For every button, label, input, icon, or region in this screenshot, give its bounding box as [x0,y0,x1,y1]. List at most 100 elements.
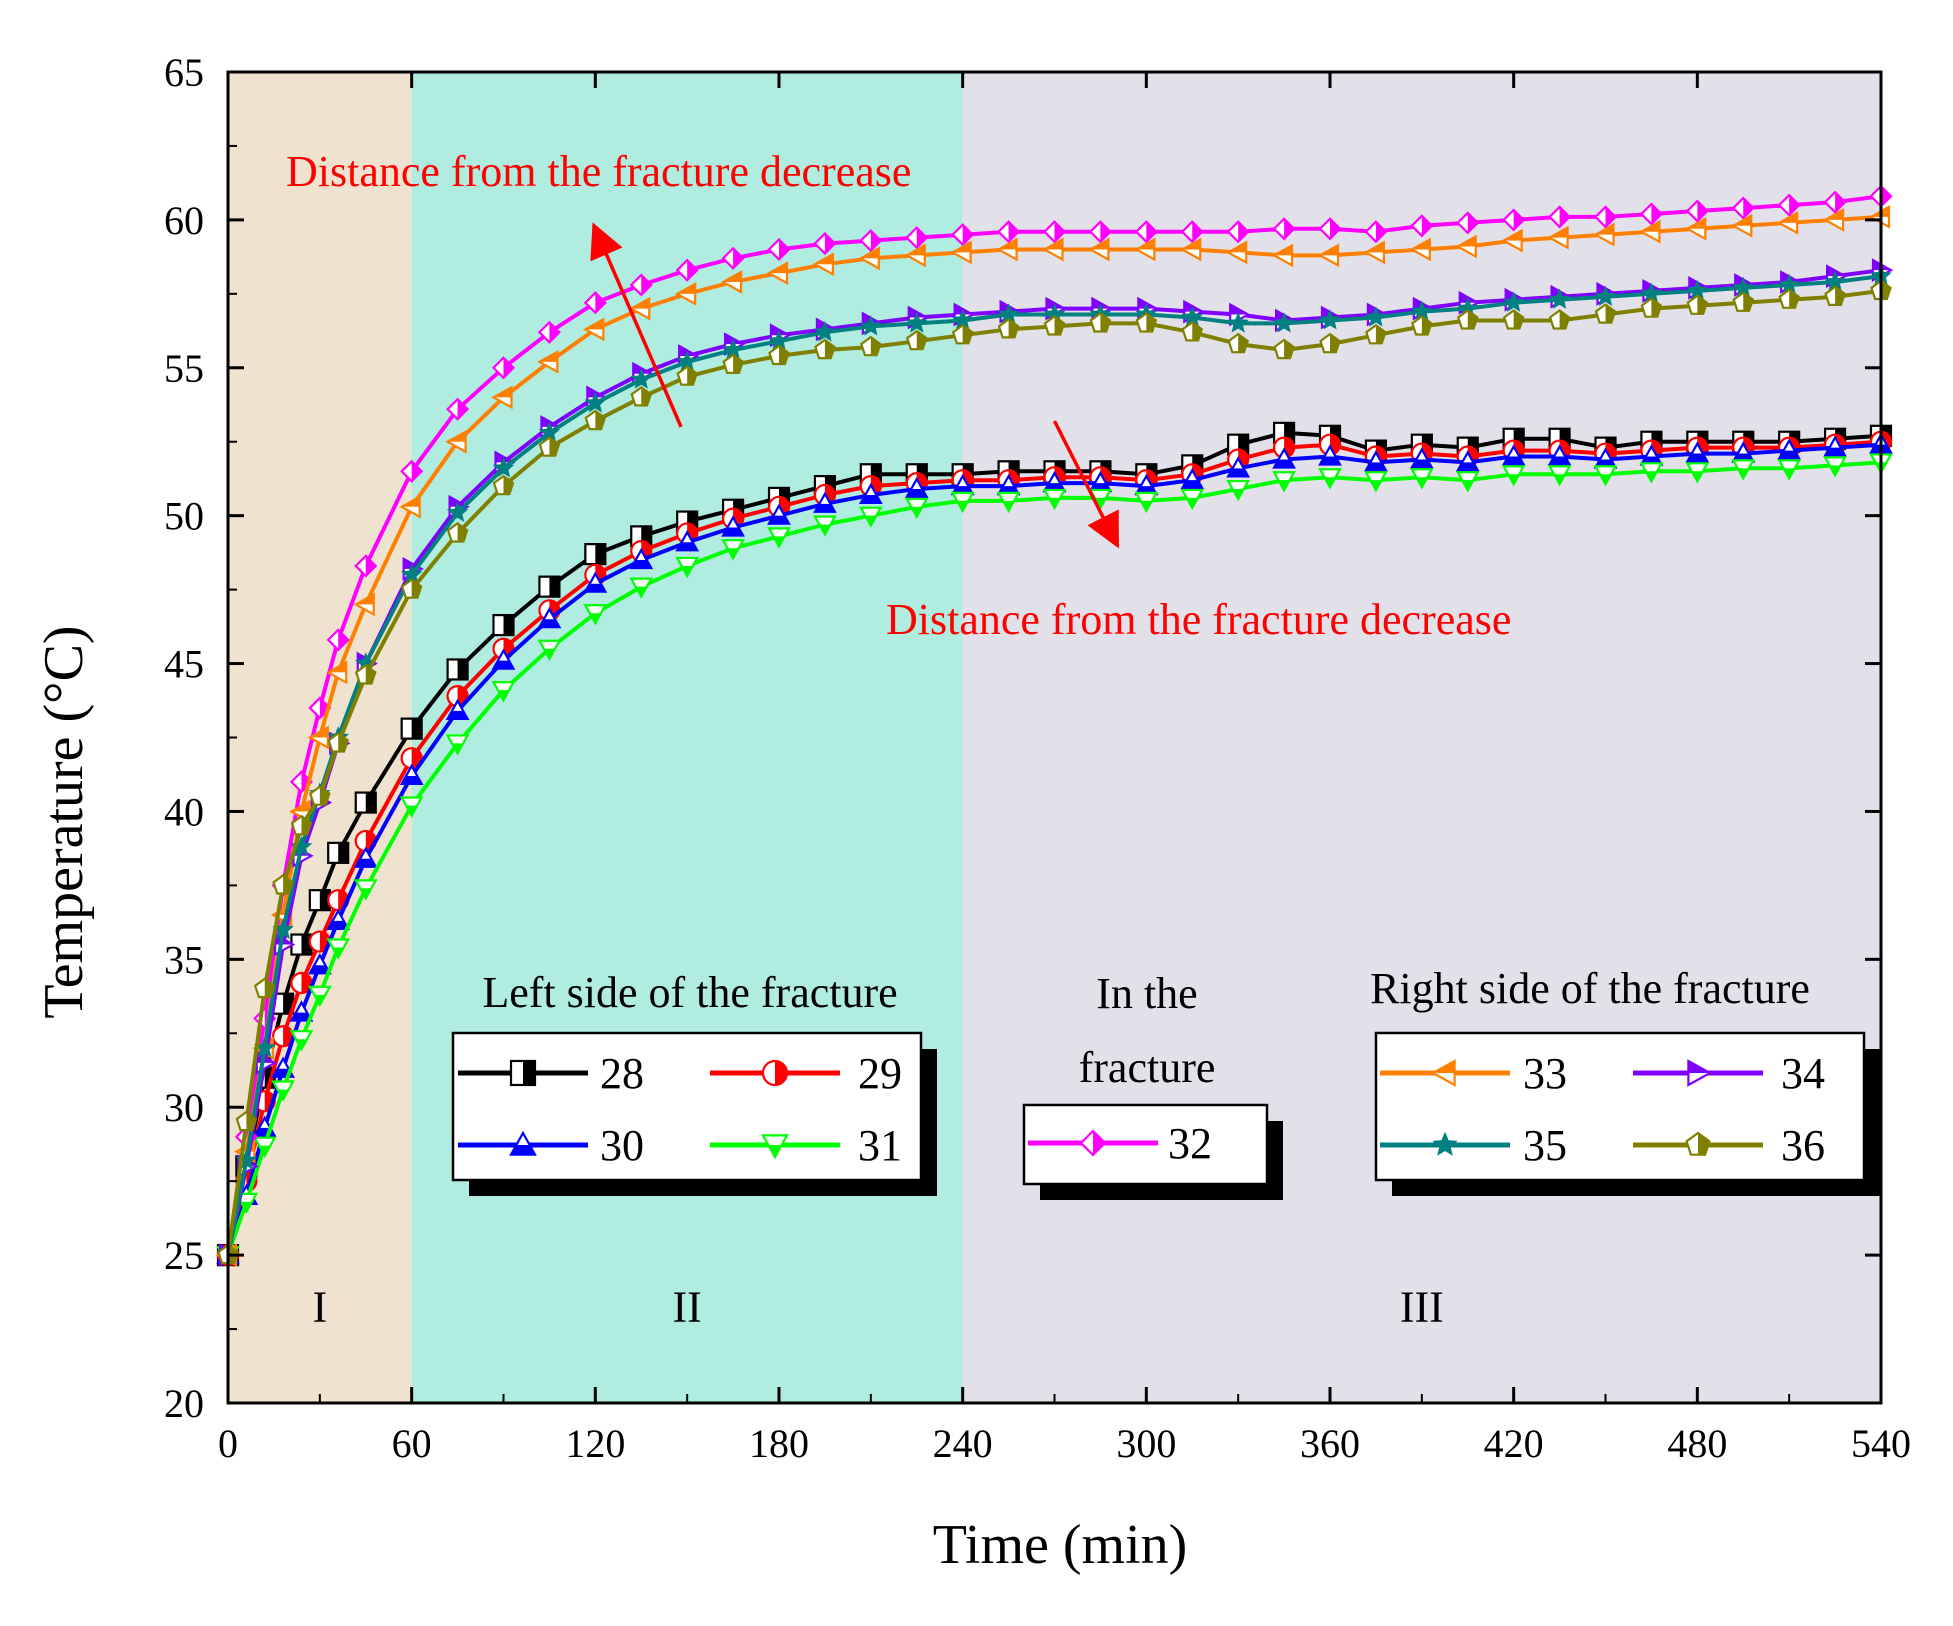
series-32-point [1731,196,1755,220]
series-32 [216,184,1893,1267]
series-32-point [1134,220,1158,244]
series-28-point [492,614,515,637]
series-36-point [1732,291,1755,312]
legend-marker [761,1059,789,1087]
series-31-point [537,639,562,662]
legend-group-left-title: Left side of the fracture [482,968,897,1017]
series-31-point [1593,465,1618,487]
series-36-point [584,409,607,431]
region-2-label: II [673,1283,702,1332]
series-28-point [308,889,331,912]
series-36-point [722,353,744,374]
series-36-point [1548,309,1571,330]
series-35-point [1594,285,1617,306]
series-32-point [721,246,745,270]
legend-label: 28 [600,1049,644,1098]
series-32-point [1593,205,1618,229]
series-31-point [1042,488,1067,511]
series-33-point [766,261,789,285]
series-36-point [253,977,276,999]
annotation-layer: Distance from the fracture decrease Dist… [286,147,1511,644]
series-32-point [1318,217,1342,241]
series-36-point [1181,320,1204,342]
series-31-point [1318,468,1342,490]
series-31-point [1823,456,1847,478]
legend-item-36: 36 [1633,1121,1825,1170]
series-36-point [1778,288,1800,309]
series-36-point [1411,315,1433,336]
series-31-point [1364,471,1388,493]
series-32-point [491,356,516,380]
series-28-point [446,658,469,681]
series-35-point [1227,312,1249,333]
legend-box-3: 33 34 35 36 [1374,1031,1880,1196]
series-31-point [1455,471,1480,493]
series-36-point [235,1110,258,1132]
series-30-point [904,476,929,499]
series-28-point [584,543,607,566]
y-tick-label: 60 [164,198,204,243]
series-31-point [1685,462,1710,484]
series-31-point [1501,465,1526,487]
legend-label: 29 [858,1049,902,1098]
series-33-point [628,296,651,321]
series-33-point [399,494,421,519]
series-31-point [491,681,516,703]
series-30-point [1318,444,1342,466]
series-32-point [1088,220,1112,244]
series-30-point [1409,447,1434,469]
series-35-point [1319,309,1341,330]
series-30-point [1685,441,1710,463]
legend-box-2: 32 [1022,1103,1283,1200]
series-33-point [1639,219,1661,244]
series-33-point [720,270,743,294]
series-33-point [1134,237,1156,262]
series-32-point [354,554,378,578]
series-36-point [1365,323,1387,345]
series-35-point [814,321,836,342]
series-35-point [492,456,515,478]
series-30-point [813,491,837,513]
series-36-point [272,874,294,895]
series-35-point [1548,288,1571,309]
series-31-point [1134,491,1159,514]
series-33-point [491,385,513,410]
series-31-point [1180,488,1205,511]
legend-marker [509,1059,537,1087]
series-33-point [1363,240,1386,265]
series-36-point [327,732,349,753]
series-33-point [1271,243,1294,268]
series-30-point [767,503,791,525]
series-33-point [583,317,605,342]
legend-box-1: 28 29 30 31 [451,1031,937,1196]
series-33-point [1088,237,1110,262]
y-tick-label: 35 [164,937,204,982]
x-tick-label: 420 [1484,1421,1544,1466]
series-33-point [1685,216,1707,241]
series-30-point [353,846,378,868]
legend-label: 36 [1781,1121,1825,1170]
series-36-point [400,578,423,599]
series-31-point [950,491,975,514]
series-33-point [445,429,467,454]
series-31-point [289,1030,314,1052]
series-31-point [904,497,929,520]
legend-marker [1430,1059,1456,1087]
series-32-point [813,231,837,256]
series-28-point [400,717,423,740]
series-36-point [1456,309,1479,330]
series-28-point [354,791,377,814]
series-33-point [353,592,375,617]
series-36-point [354,664,377,685]
series-36 [217,279,1892,1265]
series-35-point [446,501,469,522]
series-33-point [674,281,697,306]
legend-marker [761,1134,789,1160]
series-33-point [1455,234,1477,259]
series-32-point [1410,214,1434,238]
series-35-point [905,312,928,333]
legend-label: 31 [858,1121,902,1170]
series-30-point [1272,447,1296,469]
series-30-point [1455,450,1480,472]
series-32-point [400,459,424,483]
